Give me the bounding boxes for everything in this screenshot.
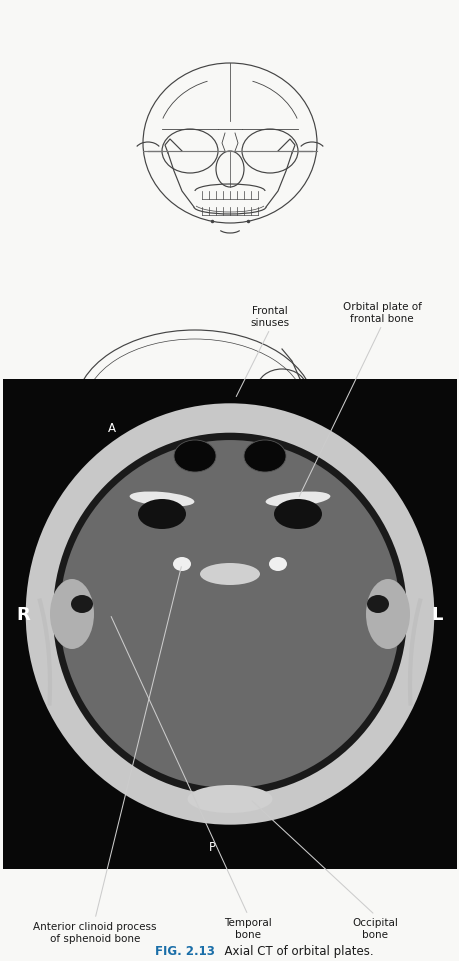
Ellipse shape bbox=[26, 404, 433, 825]
Ellipse shape bbox=[187, 785, 272, 813]
Text: FIG. 2.13: FIG. 2.13 bbox=[155, 945, 214, 957]
Text: Frontal
sinuses: Frontal sinuses bbox=[250, 307, 289, 328]
Bar bbox=[3, 380, 456, 869]
Ellipse shape bbox=[60, 440, 399, 788]
Text: Temporal
bone: Temporal bone bbox=[224, 917, 271, 939]
Ellipse shape bbox=[138, 500, 185, 530]
Text: R: R bbox=[16, 605, 30, 624]
Text: L: L bbox=[431, 605, 442, 624]
Ellipse shape bbox=[243, 440, 285, 473]
Ellipse shape bbox=[129, 492, 194, 507]
Ellipse shape bbox=[269, 557, 286, 572]
Text: Anterior clinoid process
of sphenoid bone: Anterior clinoid process of sphenoid bon… bbox=[33, 921, 157, 943]
Ellipse shape bbox=[71, 596, 93, 613]
Text: Orbital plate of
frontal bone: Orbital plate of frontal bone bbox=[342, 302, 420, 324]
Text: Occipital
bone: Occipital bone bbox=[351, 917, 397, 939]
Ellipse shape bbox=[200, 563, 259, 585]
Ellipse shape bbox=[265, 492, 330, 507]
Text: A: A bbox=[108, 421, 116, 434]
Ellipse shape bbox=[174, 440, 216, 473]
Ellipse shape bbox=[53, 433, 406, 796]
Ellipse shape bbox=[50, 579, 94, 650]
Text: P: P bbox=[208, 841, 215, 853]
Ellipse shape bbox=[365, 579, 409, 650]
Ellipse shape bbox=[173, 557, 190, 572]
Ellipse shape bbox=[274, 500, 321, 530]
Ellipse shape bbox=[366, 596, 388, 613]
Text: Axial CT of orbital plates.: Axial CT of orbital plates. bbox=[217, 945, 373, 957]
